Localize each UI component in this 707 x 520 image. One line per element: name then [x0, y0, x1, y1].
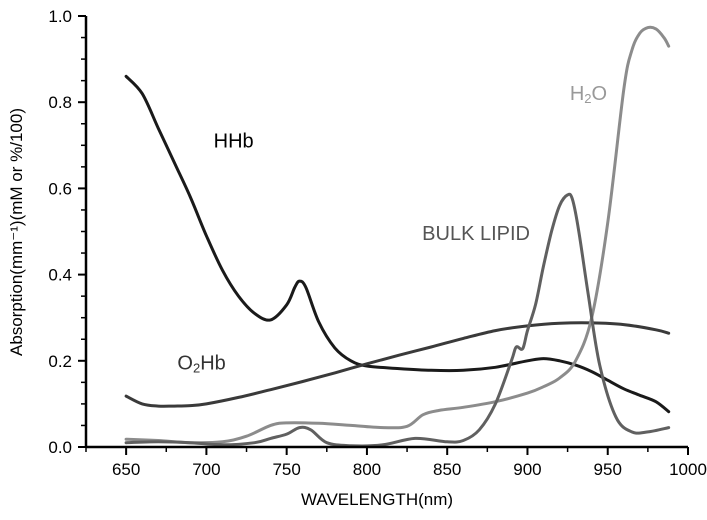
annotation-label-part: 2 — [584, 91, 591, 106]
x-tick-label: 850 — [433, 460, 461, 479]
series-line-bulk-lipid — [124, 192, 671, 448]
annotation-label-part: H — [570, 83, 584, 105]
y-tick-label: 0.8 — [48, 93, 72, 112]
y-tick-label: 0.6 — [48, 179, 72, 198]
series-layer — [124, 25, 671, 448]
y-tick-label: 0.4 — [48, 266, 72, 285]
series-line-h-o — [124, 25, 671, 445]
y-axis-title: Absorption(mm⁻¹)(mM or %/100) — [7, 108, 26, 356]
x-axis-title: WAVELENGTH(nm) — [301, 490, 453, 509]
x-tick-label: 700 — [192, 460, 220, 479]
x-tick-label: 950 — [594, 460, 622, 479]
annotation-label-part: 2 — [193, 360, 200, 375]
ticks-layer: 650 700 750 800 850 900 950 1000 0.0 0.2 0.4 0.6 0.8… — [48, 7, 707, 479]
y-tick-label: 1.0 — [48, 7, 72, 26]
x-tick-label: 1000 — [669, 460, 707, 479]
annotation-label-part: BULK LIPID — [422, 223, 530, 245]
annotation-label-part: O — [177, 352, 193, 374]
y-tick-label: 0.0 — [48, 438, 72, 457]
x-tick-label: 650 — [112, 460, 140, 479]
annotation-label-part: Hb — [200, 352, 226, 374]
annotation-label-part: O — [592, 83, 608, 105]
series-line-hhb — [124, 74, 671, 414]
annotation-label: HHb — [214, 130, 254, 152]
annotation-label: BULK LIPID — [422, 223, 530, 245]
annotation-label: O2Hb — [177, 352, 225, 375]
annotation-label-part: HHb — [214, 130, 254, 152]
x-tick-label: 750 — [272, 460, 300, 479]
y-tick-label: 0.2 — [48, 352, 72, 371]
x-tick-label: 900 — [513, 460, 541, 479]
series-line-o-hb — [124, 321, 671, 408]
annotation-label: H2O — [570, 83, 607, 106]
x-tick-label: 800 — [353, 460, 381, 479]
